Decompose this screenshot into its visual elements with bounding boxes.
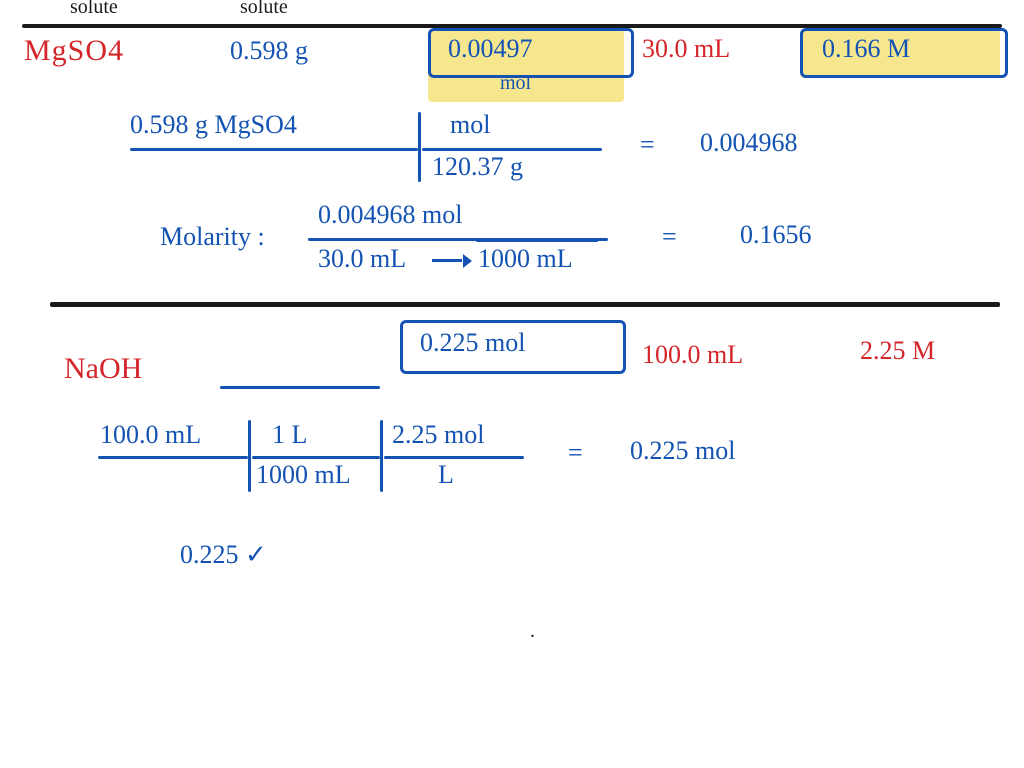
p1-calc2-top: 0.004968 mol [318, 200, 462, 230]
p1-calc2-eq: = [662, 222, 677, 252]
p1-calc1-conv-bot: 120.37 g [432, 152, 523, 182]
p2-calc-rhs: 0.225 mol [630, 436, 735, 466]
p2-calc-b-bot: 1000 mL [256, 460, 351, 490]
p1-calc1-eq: = [640, 130, 655, 160]
rule-mid [50, 302, 1000, 307]
p2-calc-a: 100.0 mL [100, 420, 201, 450]
p2-calc-vline-2 [380, 420, 383, 492]
p2-moles: 0.225 mol [420, 328, 525, 358]
p1-calc1-vline [418, 112, 421, 182]
p1-moles-unit: mol [500, 72, 531, 95]
p1-calc2-bot-b: 1000 mL [478, 244, 573, 274]
p1-calc1-rhs: 0.004968 [700, 128, 798, 158]
header-col-2: solute [240, 0, 288, 19]
p1-volume: 30.0 mL [642, 34, 730, 64]
p1-moles: 0.00497 [448, 34, 533, 64]
p1-calc1-uline-a [130, 148, 418, 151]
p2-compound: NaOH [64, 352, 142, 386]
stray-mark: . [530, 620, 535, 643]
p2-volume: 100.0 mL [642, 340, 743, 370]
p1-calc1-lhs: 0.598 g MgSO4 [130, 110, 297, 140]
header-col-1: solute [70, 0, 118, 19]
p1-calc1-uline-b [422, 148, 602, 151]
p2-calc-eq: = [568, 438, 583, 468]
p1-calc2-subline [476, 240, 598, 242]
p1-calc2-bot-a: 30.0 mL [318, 244, 406, 274]
whiteboard: solute solute MgSO4 0.598 g 0.00497 mol … [0, 0, 1024, 768]
p1-calc2-arrow [432, 252, 472, 270]
p1-compound: MgSO4 [24, 34, 124, 68]
p2-calc-vline-1 [248, 420, 251, 492]
p1-molarity: 0.166 M [822, 34, 910, 64]
p2-calc-c-top: 2.25 mol [392, 420, 484, 450]
p2-calc-uline-a [98, 456, 248, 459]
p2-trailing: 0.225 ✓ [180, 540, 267, 570]
p1-calc2-label: Molarity : [160, 222, 265, 252]
p2-blank [220, 386, 380, 389]
p1-calc1-conv-top: mol [450, 110, 490, 140]
p2-calc-b-top: 1 L [272, 420, 307, 450]
p2-calc-c-bot: L [438, 460, 454, 490]
p1-calc2-rhs: 0.1656 [740, 220, 812, 250]
p2-calc-uline-c [384, 456, 524, 459]
p2-calc-uline-b [252, 456, 380, 459]
p1-mass: 0.598 g [230, 36, 308, 66]
p2-molarity: 2.25 M [860, 336, 935, 366]
